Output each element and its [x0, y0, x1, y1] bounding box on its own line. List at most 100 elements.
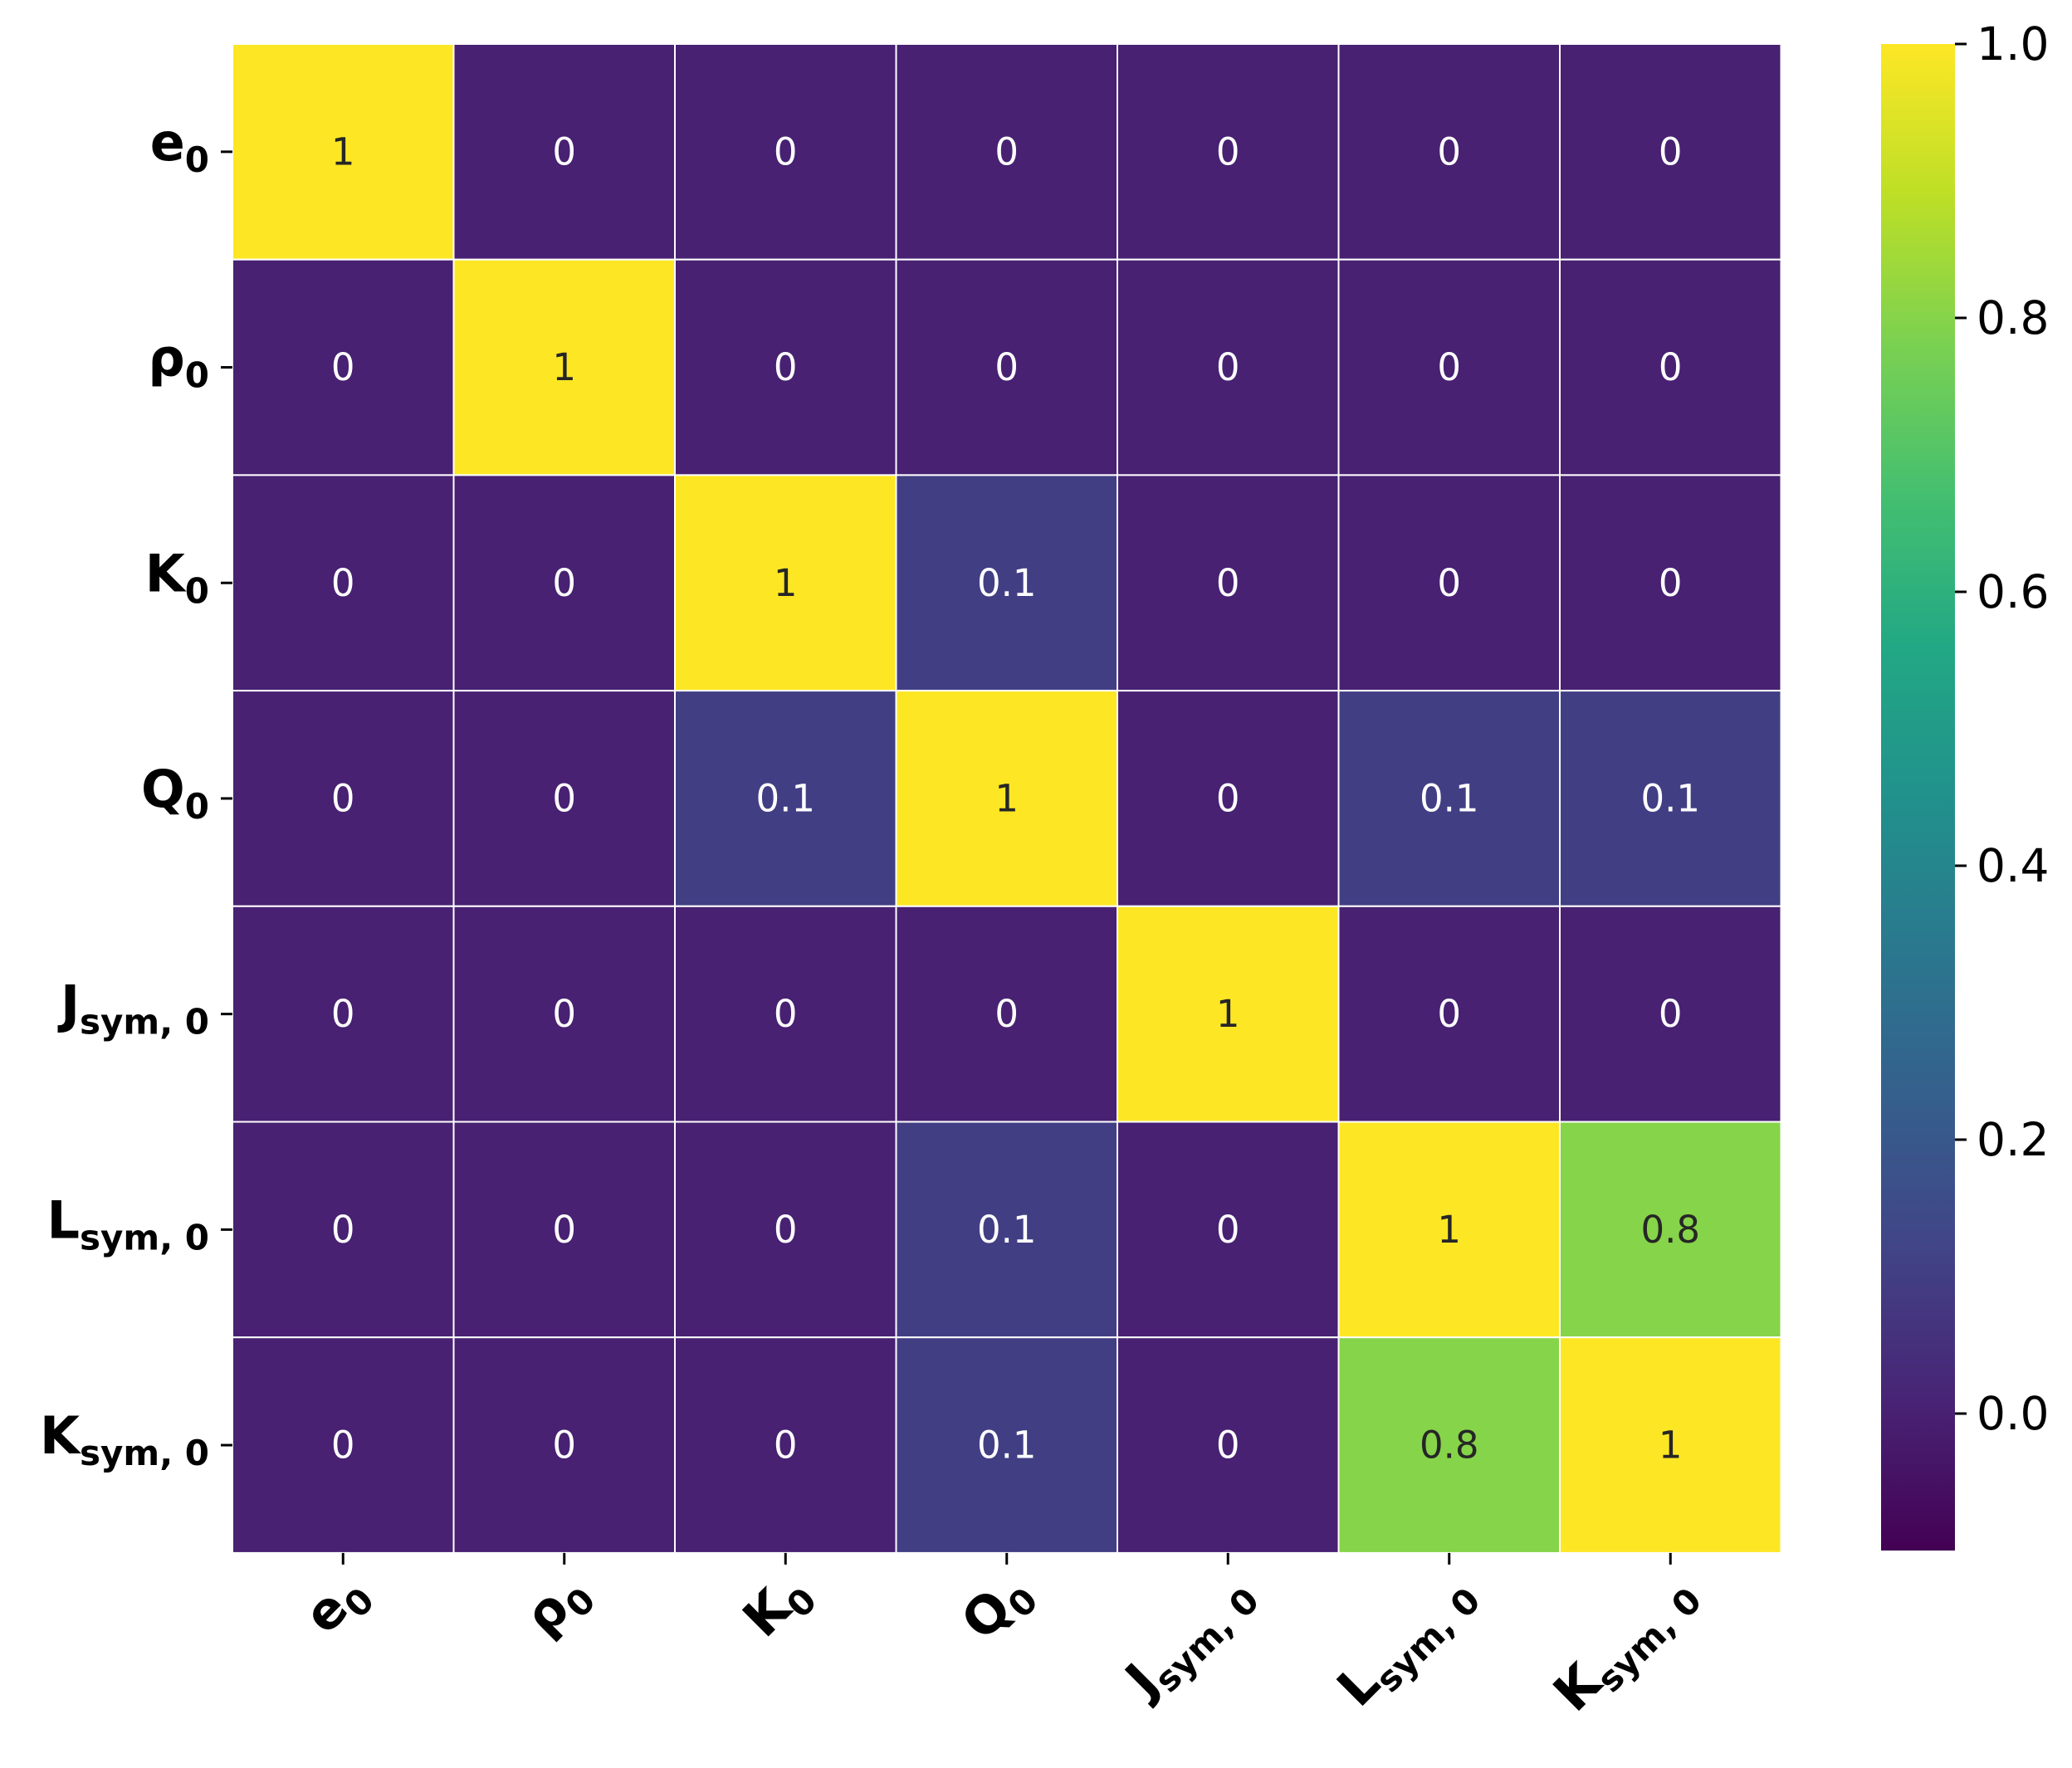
cell-annotation-r0-c1: 0: [552, 129, 576, 173]
cell-annotation-r1-c5: 0: [1437, 345, 1461, 389]
cell-annotation-r1-c2: 0: [774, 345, 798, 389]
cell-annotation-r5-c1: 0: [552, 1208, 576, 1252]
cell-annotation-r1-c0: 0: [331, 345, 355, 389]
cell-annotation-r4-c4: 1: [1216, 992, 1240, 1036]
y-label-3: Q0: [141, 759, 209, 827]
cell-annotation-r6-c0: 0: [331, 1424, 355, 1468]
cell-annotation-r1-c4: 0: [1216, 345, 1240, 389]
heatmap-cell-r5-c2: [674, 1121, 897, 1339]
heatmap-cell-r4-c2: [674, 905, 897, 1123]
cell-annotation-r6-c2: 0: [774, 1424, 798, 1468]
heatmap-cell-r6-c6: [1559, 1336, 1782, 1554]
heatmap-cell-r3-c5: [1337, 690, 1561, 907]
colorbar: 0.0 0.2 0.4 0.6 0.8 1.0: [1881, 17, 2049, 1551]
heatmap-cells: 1 0 0 0 0 0 0 0 1 0 0 0 0 0 0 0 1 0.1 0 0 0 0 0 0.1 1 0 0.1 0.1 0 0 0 0…: [232, 43, 1782, 1554]
heatmap-cell-r0-c4: [1117, 43, 1340, 261]
colorbar-tick-label-1: 0.2: [1977, 1113, 2049, 1166]
cell-annotation-r3-c3: 1: [994, 776, 1019, 820]
cell-annotation-r4-c5: 0: [1437, 992, 1461, 1036]
heatmap-cell-r1-c5: [1337, 258, 1561, 476]
cell-annotation-r6-c1: 0: [552, 1424, 576, 1468]
cell-annotation-r3-c1: 0: [552, 776, 576, 820]
x-label-2: K0: [731, 1560, 825, 1654]
y-label-2: K0: [145, 543, 209, 611]
y-label-0: e0: [150, 112, 209, 180]
cell-annotation-r2-c4: 0: [1216, 561, 1240, 605]
heatmap-cell-r6-c3: [895, 1336, 1118, 1554]
cell-annotation-r3-c6: 0.1: [1640, 776, 1700, 820]
y-label-4: Jsym, 0: [57, 974, 209, 1043]
heatmap-cell-r3-c6: [1559, 690, 1782, 907]
cell-annotation-r0-c4: 0: [1216, 129, 1240, 173]
x-label-5: Lsym, 0: [1326, 1560, 1488, 1723]
colorbar-tick-label-2: 0.4: [1977, 839, 2049, 892]
colorbar-tick-label-5: 1.0: [1977, 17, 2049, 71]
cell-annotation-r3-c4: 0: [1216, 776, 1240, 820]
cell-annotation-r6-c4: 0: [1216, 1424, 1240, 1468]
heatmap-cell-r5-c3: [895, 1121, 1118, 1339]
cell-annotation-r5-c6: 0.8: [1640, 1208, 1700, 1252]
cell-annotation-r3-c0: 0: [331, 776, 355, 820]
x-label-1: ρ0: [512, 1560, 604, 1652]
colorbar-tick-label-0: 0.0: [1977, 1387, 2049, 1440]
heatmap-cell-r2-c6: [1559, 474, 1782, 692]
cell-annotation-r0-c0: 1: [331, 129, 355, 173]
colorbar-tick-label-4: 0.8: [1977, 291, 2049, 344]
heatmap-cell-r0-c1: [452, 43, 676, 261]
heatmap-cell-r0-c5: [1337, 43, 1561, 261]
cell-annotation-r5-c2: 0: [774, 1208, 798, 1252]
cell-annotation-r1-c3: 0: [994, 345, 1019, 389]
cell-annotation-r0-c5: 0: [1437, 129, 1461, 173]
colorbar-gradient: [1881, 44, 1955, 1551]
y-label-6: Ksym, 0: [40, 1405, 209, 1473]
heatmap-cell-r2-c3: [895, 474, 1118, 692]
x-label-0: e0: [292, 1560, 382, 1650]
x-label-4: Jsym, 0: [1112, 1560, 1267, 1716]
cell-annotation-r4-c3: 0: [994, 992, 1019, 1036]
cell-annotation-r1-c1: 1: [552, 345, 576, 389]
x-label-3: Q0: [950, 1560, 1046, 1657]
cell-annotation-r4-c6: 0: [1659, 992, 1683, 1036]
heatmap-cell-r5-c1: [452, 1121, 676, 1339]
heatmap-cell-r0-c2: [674, 43, 897, 261]
cell-annotation-r4-c0: 0: [331, 992, 355, 1036]
cell-annotation-r3-c5: 0.1: [1420, 776, 1479, 820]
x-label-6: Ksym, 0: [1542, 1560, 1709, 1728]
heatmap-cell-r5-c6: [1559, 1121, 1782, 1339]
cell-annotation-r5-c4: 0: [1216, 1208, 1240, 1252]
heatmap-cell-r6-c2: [674, 1336, 897, 1554]
y-axis-labels: e0 ρ0 K0 Q0 Jsym, 0 Lsym, 0 Ksym, 0: [40, 112, 232, 1473]
heatmap-cell-r2-c4: [1117, 474, 1340, 692]
heatmap-cell-r1-c2: [674, 258, 897, 476]
colorbar-tick-label-3: 0.6: [1977, 565, 2049, 618]
y-label-5: Lsym, 0: [47, 1189, 209, 1258]
cell-annotation-r5-c3: 0.1: [977, 1208, 1037, 1252]
cell-annotation-r2-c5: 0: [1437, 561, 1461, 605]
cell-annotation-r1-c6: 0: [1659, 345, 1683, 389]
cell-annotation-r2-c0: 0: [331, 561, 355, 605]
cell-annotation-r5-c5: 1: [1437, 1208, 1461, 1252]
heatmap-cell-r3-c0: [232, 690, 455, 907]
cell-annotation-r4-c1: 0: [552, 992, 576, 1036]
heatmap-cell-r4-c0: [232, 905, 455, 1123]
heatmap-cell-r6-c5: [1337, 1336, 1561, 1554]
cell-annotation-r0-c6: 0: [1659, 129, 1683, 173]
cell-annotation-r2-c1: 0: [552, 561, 576, 605]
heatmap-cell-r6-c0: [232, 1336, 455, 1554]
cell-annotation-r5-c0: 0: [331, 1208, 355, 1252]
cell-annotation-r2-c2: 1: [774, 561, 798, 605]
heatmap-cell-r5-c4: [1117, 1121, 1340, 1339]
cell-annotation-r6-c3: 0.1: [977, 1424, 1037, 1468]
cell-annotation-r6-c5: 0.8: [1420, 1424, 1479, 1468]
heatmap-cell-r2-c1: [452, 474, 676, 692]
heatmap-cell-r0-c3: [895, 43, 1118, 261]
cell-annotation-r6-c6: 1: [1659, 1424, 1683, 1468]
cell-annotation-r0-c3: 0: [994, 129, 1019, 173]
heatmap-cell-r4-c6: [1559, 905, 1782, 1123]
heatmap-cell-r3-c1: [452, 690, 676, 907]
heatmap-cell-r1-c6: [1559, 258, 1782, 476]
heatmap-cell-r2-c0: [232, 474, 455, 692]
heatmap-cell-r0-c0: [232, 43, 455, 261]
cell-annotation-r2-c6: 0: [1659, 561, 1683, 605]
